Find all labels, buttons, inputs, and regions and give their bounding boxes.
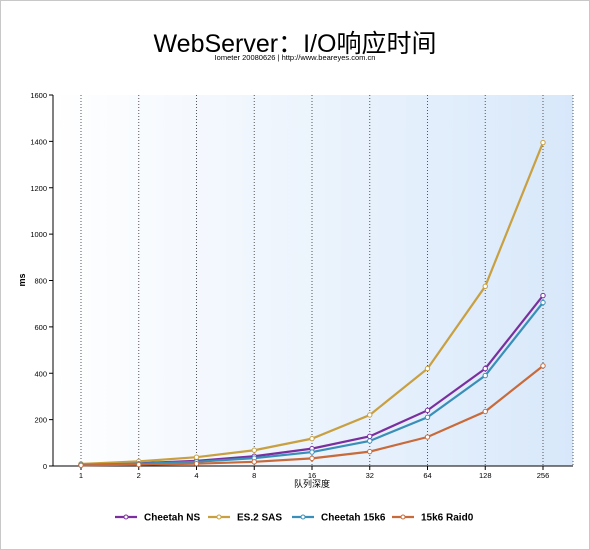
legend-label: ES.2 SAS xyxy=(237,513,282,524)
y-tick-label: 1000 xyxy=(30,230,47,239)
y-tick-label: 200 xyxy=(34,416,47,425)
data-point xyxy=(424,365,431,372)
y-tick-label: 1400 xyxy=(30,137,47,146)
data-point xyxy=(251,447,257,453)
x-tick-label: 16 xyxy=(308,471,316,480)
legend-label: Cheetah NS xyxy=(144,513,200,524)
data-point xyxy=(193,460,200,467)
x-tick-label: 4 xyxy=(194,471,198,480)
x-tick-label: 128 xyxy=(479,471,492,480)
data-point xyxy=(540,363,546,369)
data-point xyxy=(78,462,84,469)
x-tick-label: 256 xyxy=(537,471,550,480)
data-point xyxy=(193,454,200,460)
y-tick-label: 1600 xyxy=(30,91,47,100)
legend-label: Cheetah 15k6 xyxy=(321,513,386,524)
data-point xyxy=(309,455,315,462)
y-tick-label: 400 xyxy=(34,369,47,378)
data-point xyxy=(367,433,373,440)
x-tick-label: 32 xyxy=(366,471,374,480)
x-tick-label: 2 xyxy=(137,471,141,480)
data-point xyxy=(482,283,488,289)
data-point xyxy=(540,299,546,306)
data-point xyxy=(540,139,546,146)
legend-marker xyxy=(300,514,306,520)
data-point xyxy=(482,408,488,415)
legend-marker xyxy=(123,514,129,520)
data-point xyxy=(424,434,431,440)
chart-title: WebServer：I/O响应时间 xyxy=(153,30,437,58)
chart-subtitle: Iometer 20080626 | http://www.beareyes.c… xyxy=(214,53,376,62)
y-tick-label: 800 xyxy=(34,277,47,286)
series-layer xyxy=(78,139,546,469)
data-point xyxy=(251,459,257,465)
data-point xyxy=(482,372,488,379)
y-tick-label: 600 xyxy=(34,323,47,332)
axes: 0 200 400 600 800 1000 1200 1400 1600 1 2 4 8 16 32 64 1… xyxy=(30,91,573,480)
x-tick-label: 8 xyxy=(252,471,256,480)
y-tick-label: 0 xyxy=(43,462,47,471)
data-point xyxy=(424,414,431,421)
data-point xyxy=(367,412,373,418)
data-point xyxy=(424,407,431,414)
data-point xyxy=(309,449,315,455)
x-tick-label: 1 xyxy=(79,471,83,480)
data-point xyxy=(482,365,488,372)
y-axis-title: ms xyxy=(17,273,27,286)
data-point xyxy=(540,292,546,299)
y-tick-label: 1200 xyxy=(30,184,47,193)
data-point xyxy=(136,461,142,468)
legend: Cheetah NS ES.2 SAS Cheetah 15k6 15k6 Raid0 xyxy=(115,513,474,524)
data-point xyxy=(367,438,373,444)
x-axis-title: 队列深度 xyxy=(294,478,330,489)
legend-marker xyxy=(216,514,222,520)
plot-area xyxy=(53,95,573,466)
x-tick-label: 64 xyxy=(423,471,431,480)
legend-label: 15k6 Raid0 xyxy=(421,513,474,524)
grid xyxy=(80,95,574,466)
data-point xyxy=(367,448,373,455)
legend-marker xyxy=(400,514,406,520)
data-point xyxy=(309,435,315,442)
